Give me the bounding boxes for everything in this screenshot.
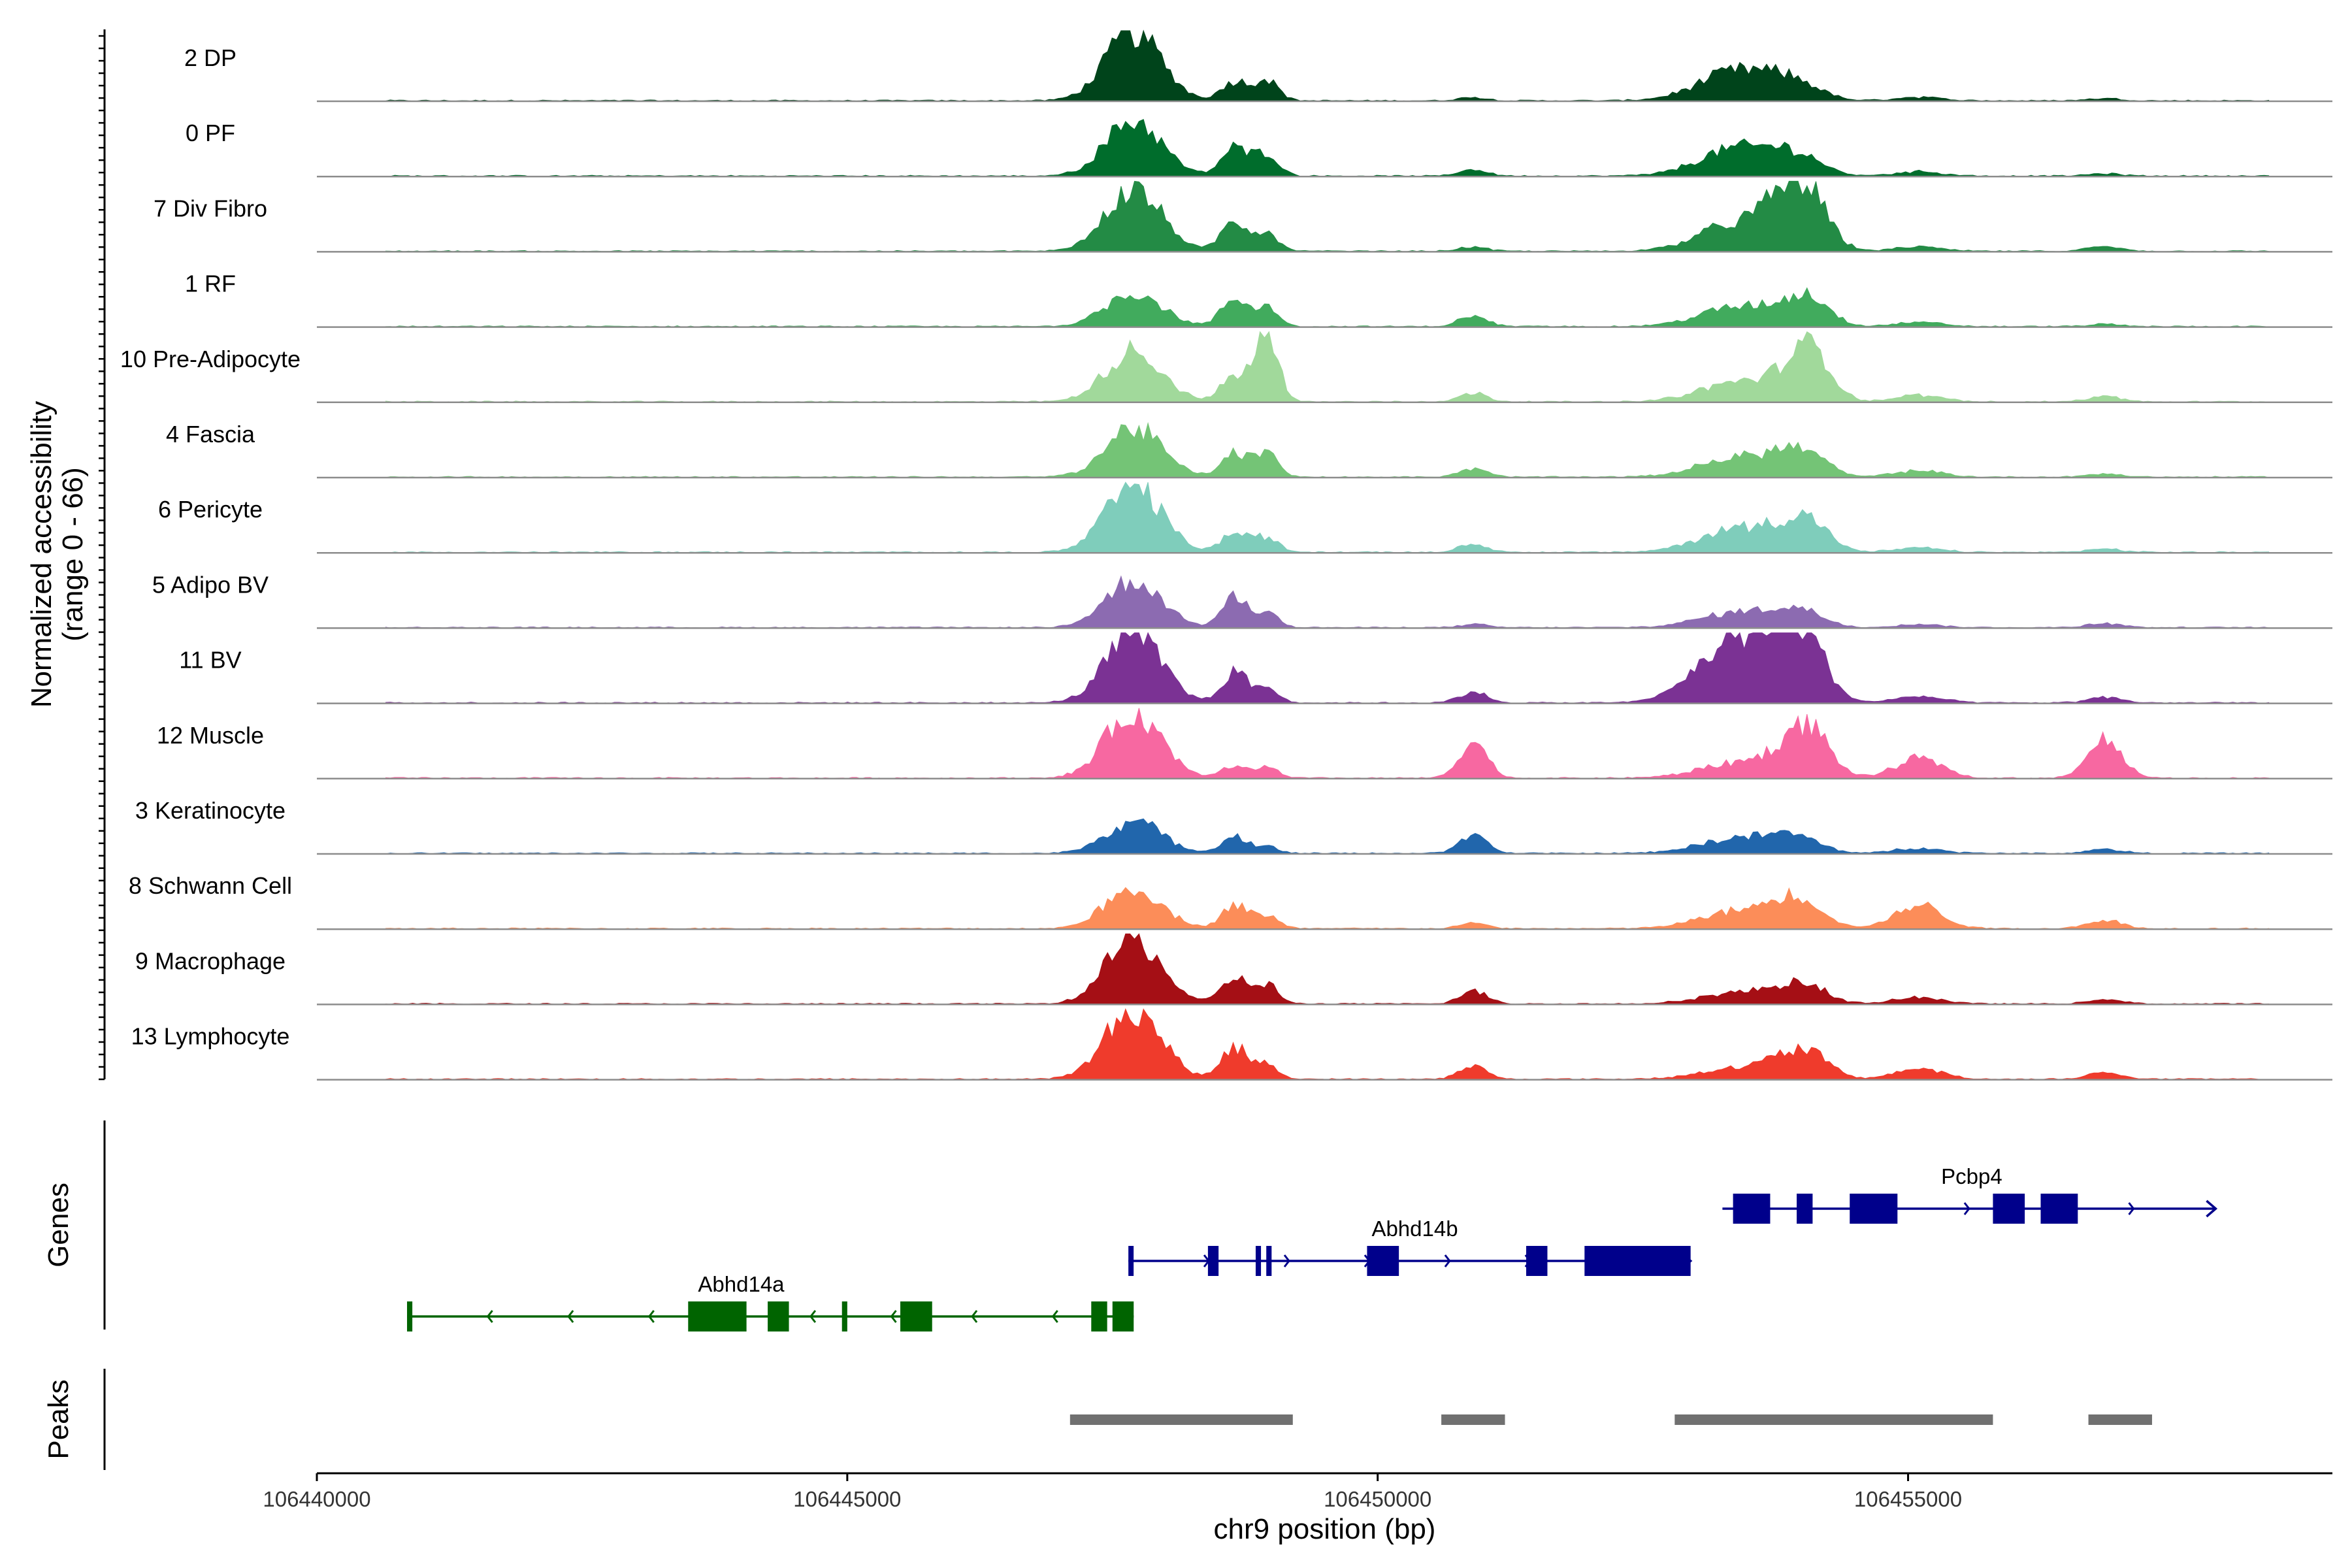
peak-region bbox=[1070, 1414, 1293, 1425]
strand-arrow bbox=[1444, 1254, 1451, 1267]
coverage-area bbox=[385, 180, 2270, 252]
strand-arrow bbox=[486, 1310, 493, 1323]
coverage-area bbox=[385, 575, 2270, 629]
coverage-area bbox=[385, 29, 2270, 102]
x-tick-label: 106455000 bbox=[1854, 1487, 1962, 1511]
exon bbox=[688, 1301, 747, 1331]
strand-arrow bbox=[971, 1310, 978, 1323]
coverage-area bbox=[385, 1008, 2270, 1081]
strand-arrow bbox=[809, 1310, 817, 1323]
coverage-tracks: 2 DP 0 PF 7 Div Fibro 1 RF 10 Pre-Adipocyte 4… bbox=[120, 29, 2332, 1081]
exon bbox=[900, 1301, 932, 1331]
exon bbox=[1112, 1301, 1134, 1331]
peaks-track-title: Peaks bbox=[42, 1379, 74, 1459]
x-tick-label: 106450000 bbox=[1324, 1487, 1431, 1511]
track-10-pre-adipocyte: 10 Pre-Adipocyte bbox=[120, 331, 2332, 404]
track-4-fascia: 4 Fascia bbox=[166, 421, 2332, 479]
coverage-area bbox=[385, 632, 2270, 704]
gene-abhd14a: Abhd14a bbox=[407, 1272, 1134, 1331]
coverage-area bbox=[385, 887, 2270, 930]
track-label: 0 PF bbox=[186, 120, 235, 146]
track-label: 2 DP bbox=[184, 44, 237, 71]
track-7-div-fibro: 7 Div Fibro bbox=[154, 180, 2332, 253]
gene-label: Abhd14b bbox=[1371, 1217, 1458, 1241]
coverage-area bbox=[385, 421, 2269, 478]
exon bbox=[1733, 1194, 1771, 1224]
exon bbox=[1091, 1301, 1107, 1331]
peak-region bbox=[1674, 1414, 1993, 1425]
track-label: 11 BV bbox=[179, 647, 241, 674]
track-label: 12 Muscle bbox=[157, 722, 264, 749]
coverage-area bbox=[385, 708, 2270, 779]
exon bbox=[407, 1301, 413, 1331]
track-label: 3 Keratinocyte bbox=[135, 797, 286, 824]
track-label: 6 Pericyte bbox=[158, 496, 263, 523]
peaks-track: Peaks bbox=[42, 1369, 2152, 1470]
gene-pcbp4: Pcbp4 bbox=[1722, 1164, 2218, 1224]
track-label: 1 RF bbox=[185, 270, 236, 297]
y-axis-title-line2: (range 0 - 66) bbox=[57, 467, 89, 642]
strand-arrow bbox=[2128, 1202, 2135, 1215]
coverage-area bbox=[385, 933, 2270, 1005]
exon bbox=[1255, 1246, 1262, 1276]
exon bbox=[1266, 1246, 1272, 1276]
strand-arrow bbox=[647, 1310, 655, 1323]
gene-annotation-track: Genes Abhd14a Abhd14b Pcbp4 bbox=[42, 1120, 2218, 1331]
coverage-area bbox=[385, 119, 2270, 177]
exon bbox=[1993, 1194, 2025, 1224]
track-2-dp: 2 DP bbox=[184, 29, 2332, 103]
track-3-keratinocyte: 3 Keratinocyte bbox=[135, 797, 2332, 855]
coverage-area bbox=[385, 287, 2270, 328]
strand-arrow bbox=[567, 1310, 574, 1323]
x-tick-label: 106440000 bbox=[263, 1487, 370, 1511]
coverage-area bbox=[385, 331, 2270, 403]
x-axis-title: chr9 position (bp) bbox=[1214, 1513, 1436, 1545]
track-label: 7 Div Fibro bbox=[154, 195, 267, 221]
coverage-area bbox=[385, 818, 2270, 855]
track-label: 10 Pre-Adipocyte bbox=[120, 346, 301, 372]
track-label: 4 Fascia bbox=[166, 421, 255, 448]
exon bbox=[768, 1301, 789, 1331]
track-9-macrophage: 9 Macrophage bbox=[135, 933, 2332, 1005]
track-label: 5 Adipo BV bbox=[152, 571, 269, 598]
exon bbox=[1207, 1246, 1219, 1276]
exon bbox=[1797, 1194, 1813, 1224]
track-label: 8 Schwann Cell bbox=[129, 872, 292, 899]
exon bbox=[841, 1301, 847, 1331]
gene-label: Pcbp4 bbox=[1941, 1164, 2002, 1188]
track-6-pericyte: 6 Pericyte bbox=[158, 482, 2332, 554]
x-tick-label: 106445000 bbox=[793, 1487, 901, 1511]
track-0-pf: 0 PF bbox=[186, 119, 2332, 178]
exon bbox=[1850, 1194, 1898, 1224]
track-8-schwann-cell: 8 Schwann Cell bbox=[129, 872, 2332, 930]
track-12-muscle: 12 Muscle bbox=[157, 708, 2332, 780]
peak-region bbox=[1441, 1414, 1505, 1425]
gene-label: Abhd14a bbox=[698, 1272, 785, 1296]
strand-arrow bbox=[1051, 1310, 1058, 1323]
x-axis: 106440000 106445000 106450000 106455000 chr9… bbox=[263, 1472, 2332, 1545]
strand-end-arrow bbox=[2206, 1200, 2218, 1218]
track-11-bv: 11 BV bbox=[179, 632, 2332, 704]
track-13-lymphocyte: 13 Lymphocyte bbox=[131, 1008, 2332, 1081]
coverage-area bbox=[385, 482, 2270, 553]
track-label: 13 Lymphocyte bbox=[131, 1023, 290, 1050]
exon bbox=[1128, 1246, 1134, 1276]
genes-track-title: Genes bbox=[42, 1183, 74, 1267]
track-1-rf: 1 RF bbox=[185, 270, 2332, 328]
exon bbox=[1526, 1246, 1548, 1276]
track-5-adipo-bv: 5 Adipo BV bbox=[152, 571, 2332, 629]
y-axis-title-line1: Normalized accessibility bbox=[25, 401, 57, 708]
strand-arrow bbox=[890, 1310, 897, 1323]
exon bbox=[2040, 1194, 2078, 1224]
gene-abhd14b: Abhd14b bbox=[1128, 1217, 1693, 1276]
strand-arrow bbox=[1283, 1254, 1290, 1267]
exon bbox=[1367, 1246, 1399, 1276]
exon bbox=[1584, 1246, 1691, 1276]
track-label: 9 Macrophage bbox=[135, 947, 286, 974]
y-axis: Normalized accessibility (range 0 - 66) bbox=[25, 29, 106, 1081]
peak-region bbox=[2088, 1414, 2152, 1425]
strand-arrow bbox=[1963, 1202, 1970, 1215]
